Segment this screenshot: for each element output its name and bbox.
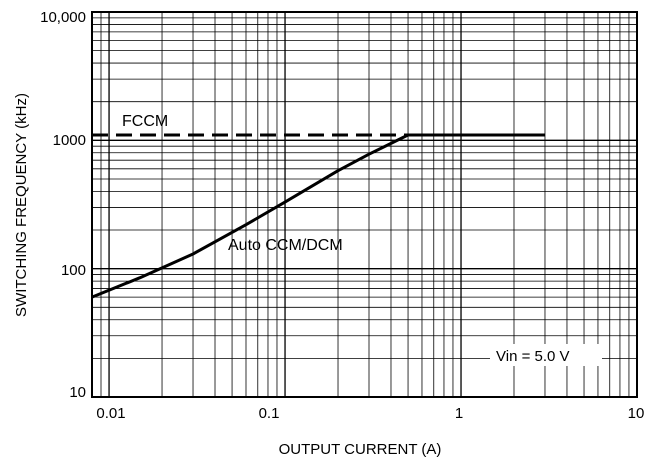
- x-tick-label: 1: [455, 405, 463, 422]
- series-label-fccm: FCCM: [122, 113, 168, 130]
- x-axis-title: OUTPUT CURRENT (A): [279, 441, 442, 458]
- y-tick-label: 10,000: [40, 9, 86, 26]
- plot-frame: [91, 11, 638, 398]
- y-tick-labels: 10 100 1000 10,000: [40, 9, 86, 401]
- y-tick-label: 100: [61, 262, 86, 279]
- series-label-auto-ccm-dcm: Auto CCM/DCM: [228, 237, 343, 254]
- series-line-auto-ccm-dcm: [91, 133, 545, 299]
- x-tick-label: 0.01: [96, 405, 125, 422]
- annotation-background: [490, 344, 602, 366]
- grid: [92, 12, 637, 397]
- y-tick-label: 10: [69, 384, 86, 401]
- series-lines: [91, 133, 545, 299]
- y-axis-title: SWITCHING FREQUENCY (kHz): [13, 93, 30, 317]
- x-tick-label: 10: [628, 405, 645, 422]
- x-tick-label: 0.1: [259, 405, 280, 422]
- y-tick-label: 1000: [53, 132, 86, 149]
- annotation-vin: Vin = 5.0 V: [496, 348, 570, 365]
- x-tick-labels: 0.01 0.1 1 10: [96, 405, 644, 422]
